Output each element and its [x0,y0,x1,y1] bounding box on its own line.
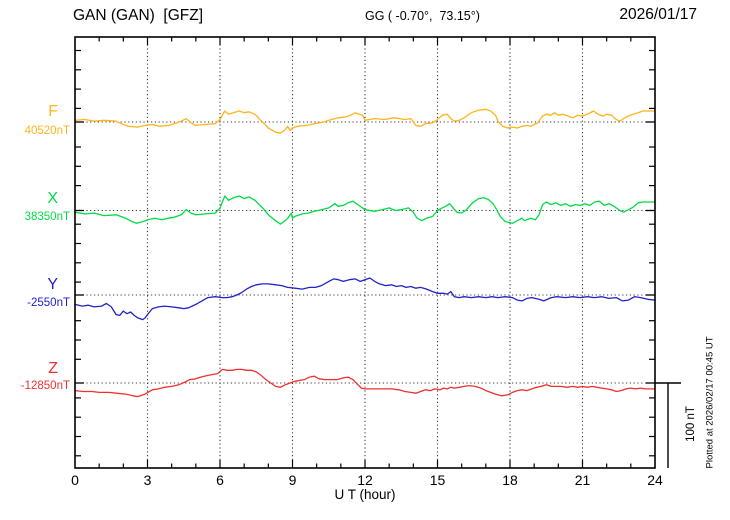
component-baseline-value-Z: -12850nT [20,380,70,392]
trace-Z [74,368,656,398]
x-tick-label-21: 21 [574,472,591,488]
x-tick-label-18: 18 [502,472,518,488]
component-baseline-value-X: 38350nT [24,211,70,223]
trace-X [74,195,656,225]
x-tick-label-24: 24 [647,472,663,488]
trace-Y [74,277,656,321]
station-title: GAN (GAN) [GFZ] [73,7,204,24]
scale-bar-label: 100 nT [685,406,697,442]
component-baseline-value-Y: -2550nT [27,297,70,309]
plotted-at-note: Plotted at 2026/02/17 00:45 UT [704,336,716,469]
component-letter-Z: Z [48,360,58,377]
x-tick-label-0: 0 [71,472,79,488]
geo-coords: GG ( -0.70°, 73.15°) [365,9,480,23]
x-tick-label-12: 12 [357,472,373,488]
x-tick-label-3: 3 [143,472,152,488]
plot-date: 2026/01/17 [619,6,697,23]
component-letter-F: F [48,103,58,120]
component-letter-X: X [47,190,58,207]
x-axis-label: U T (hour) [334,487,396,502]
x-tick-label-6: 6 [216,472,224,488]
x-tick-label-15: 15 [429,472,446,488]
component-letter-Y: Y [47,276,58,293]
trace-F [74,108,656,134]
x-tick-label-9: 9 [288,472,297,488]
component-baseline-value-F: 40520nT [24,125,70,137]
